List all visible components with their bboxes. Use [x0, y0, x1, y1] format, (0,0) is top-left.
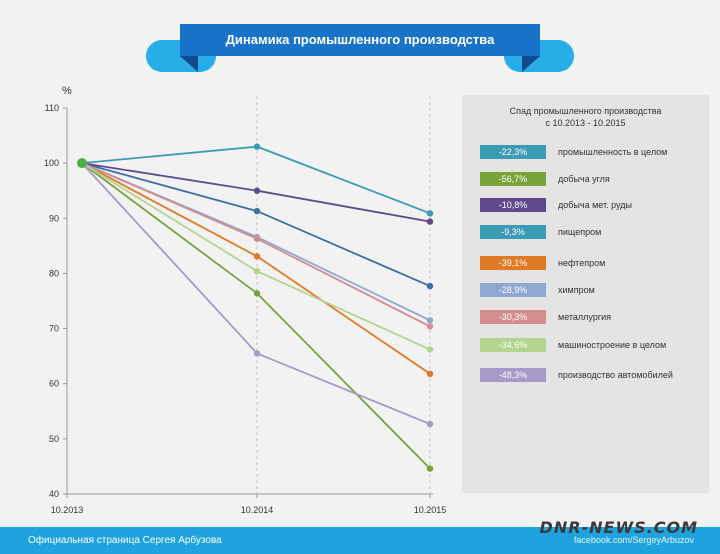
banner-left-fold — [180, 56, 198, 72]
data-point — [426, 317, 434, 324]
y-axis-label: % — [62, 85, 72, 97]
legend-swatch: -28,9% — [480, 283, 546, 297]
data-point — [253, 350, 261, 357]
legend-item: -34,6% машиностроение в целом — [480, 338, 705, 352]
data-point — [253, 143, 261, 150]
legend-label: химпром — [558, 285, 595, 295]
data-point — [253, 207, 261, 215]
legend-label: пищепром — [558, 227, 602, 237]
y-tick-label: 50 — [49, 434, 59, 444]
banner-right-fold — [522, 56, 540, 72]
legend-item: -22,3% промышленность в целом — [480, 145, 705, 159]
legend-item: -56,7% добыча угля — [480, 172, 705, 186]
y-tick-label: 60 — [49, 379, 59, 389]
legend-swatch: -22,3% — [480, 145, 546, 159]
data-point — [426, 346, 434, 353]
data-point — [426, 323, 434, 330]
y-tick-label: 40 — [49, 489, 59, 499]
footer-facebook-link[interactable]: facebook.com/SergeyArbuzov — [573, 535, 694, 545]
legend-swatch: -9,3% — [480, 225, 546, 239]
legend-label: металлургия — [558, 312, 612, 322]
chart-title: Динамика промышленного производства — [225, 32, 495, 47]
x-tick-label: 10.2015 — [414, 505, 447, 515]
legend-swatch: -48,3% — [480, 368, 546, 382]
x-tick-label: 10.2013 — [51, 505, 84, 515]
y-tick-label: 100 — [44, 158, 59, 168]
data-point — [253, 187, 261, 194]
data-point — [426, 465, 434, 472]
series-line — [81, 162, 431, 287]
legend-swatch: -30,3% — [480, 310, 546, 324]
data-point — [426, 370, 434, 377]
legend-item: -48,3% производство автомобилей — [480, 368, 705, 382]
legend-label: производство автомобилей — [558, 370, 673, 380]
data-point — [426, 420, 434, 428]
data-point — [253, 290, 261, 297]
data-point — [253, 268, 261, 275]
legend-swatch: -10,8% — [480, 198, 546, 212]
footer-bar: Официальная страница Сергея Арбузова fac… — [0, 527, 720, 554]
legend-swatch: -56,7% — [480, 172, 546, 186]
title-banner — [146, 24, 574, 72]
x-tick-label: 10.2014 — [241, 505, 274, 515]
y-tick-label: 70 — [49, 324, 59, 334]
start-point — [77, 158, 87, 169]
legend-label: машиностроение в целом — [558, 340, 667, 350]
watermark-logo: DNR-NEWS.COM — [539, 518, 698, 537]
data-point — [426, 210, 434, 217]
legend-title-line1: Спад промышленного производства — [509, 106, 662, 116]
banner-ribbon — [180, 24, 540, 56]
line-chart: 40 50 60 70 80 90 100 110% 10.2013 10.2014 10.2015 — [44, 85, 447, 515]
series-line — [81, 145, 431, 215]
y-tick-label: 110 — [45, 103, 59, 113]
data-point — [253, 253, 261, 260]
legend-label: нефтепром — [558, 258, 606, 268]
legend-title: Спад промышленного производства с 10.201… — [462, 105, 709, 129]
legend-item: -10,8% добыча мет. руды — [480, 198, 705, 212]
data-point — [426, 282, 434, 290]
legend-item: -9,3% пищепром — [480, 225, 705, 239]
legend-item: -30,3% металлургия — [480, 310, 705, 324]
legend-panel: Спад промышленного производства с 10.201… — [462, 95, 709, 493]
series-line — [81, 162, 431, 328]
legend-swatch: -39,1% — [480, 256, 546, 270]
y-tick-label: 80 — [49, 268, 59, 278]
data-point — [253, 235, 261, 242]
legend-label: промышленность в целом — [558, 147, 668, 157]
legend-label: добыча мет. руды — [558, 200, 632, 210]
legend-title-line2: с 10.2013 - 10.2015 — [545, 118, 626, 128]
legend-item: -39,1% нефтепром — [480, 256, 705, 270]
y-tick-label: 90 — [49, 213, 59, 223]
legend-swatch: -34,6% — [480, 338, 546, 352]
legend-item: -28,9% химпром — [480, 283, 705, 297]
data-point — [426, 218, 434, 225]
footer-page-credit: Официальная страница Сергея Арбузова — [28, 535, 222, 546]
legend-label: добыча угля — [558, 174, 610, 184]
